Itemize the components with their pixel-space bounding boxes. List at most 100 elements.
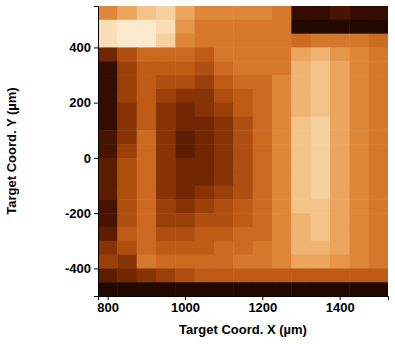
cell xyxy=(369,268,388,282)
cell xyxy=(253,213,273,227)
y-axis-line xyxy=(94,7,99,297)
cell xyxy=(98,268,118,282)
cell xyxy=(291,144,311,158)
cell xyxy=(330,103,350,117)
cell xyxy=(214,144,234,158)
cell xyxy=(349,6,369,20)
cell xyxy=(98,103,118,117)
cell xyxy=(311,130,331,144)
cell xyxy=(272,268,292,282)
cell xyxy=(175,199,195,213)
cell xyxy=(291,61,311,75)
x-axis-title: Target Coord. X (µm) xyxy=(179,322,307,337)
y-axis-title: Target Coord. Y (µm) xyxy=(4,87,19,214)
cell xyxy=(195,75,215,89)
cell xyxy=(291,172,311,186)
cell xyxy=(330,199,350,213)
cell xyxy=(98,199,118,213)
cell xyxy=(175,61,195,75)
cell xyxy=(330,116,350,130)
y-axis: -400-2000200400 xyxy=(65,7,99,297)
cell xyxy=(233,268,253,282)
x-tick: 1200 xyxy=(248,296,277,315)
cell xyxy=(137,213,157,227)
cell xyxy=(195,47,215,61)
cell xyxy=(291,130,311,144)
cell xyxy=(117,282,137,296)
cell xyxy=(175,158,195,172)
x-tick: 1000 xyxy=(171,296,200,315)
cell xyxy=(156,282,176,296)
cell xyxy=(195,103,215,117)
cell xyxy=(253,130,273,144)
cell xyxy=(349,47,369,61)
cell xyxy=(253,47,273,61)
cell xyxy=(137,255,157,269)
cell xyxy=(214,255,234,269)
cell xyxy=(253,144,273,158)
cell xyxy=(253,61,273,75)
cell xyxy=(175,89,195,103)
y-tick: 200 xyxy=(69,95,98,110)
cell xyxy=(369,172,388,186)
cell xyxy=(311,61,331,75)
cell xyxy=(233,213,253,227)
cell xyxy=(98,6,118,20)
cell xyxy=(156,116,176,130)
cell xyxy=(195,34,215,48)
cell xyxy=(253,268,273,282)
y-tick-mark xyxy=(94,213,98,214)
cell xyxy=(195,61,215,75)
cell xyxy=(369,116,388,130)
cell xyxy=(349,282,369,296)
y-tick-label: 200 xyxy=(69,95,91,110)
cell xyxy=(156,61,176,75)
cell xyxy=(214,213,234,227)
cell xyxy=(369,6,388,20)
cell xyxy=(175,172,195,186)
cell xyxy=(117,241,137,255)
cell xyxy=(137,282,157,296)
cell xyxy=(214,172,234,186)
cell xyxy=(330,186,350,200)
cell xyxy=(175,241,195,255)
cell xyxy=(175,6,195,20)
cell xyxy=(369,158,388,172)
cell xyxy=(291,186,311,200)
cell xyxy=(311,255,331,269)
cell xyxy=(175,116,195,130)
cell xyxy=(291,89,311,103)
cell xyxy=(98,130,118,144)
cell xyxy=(137,103,157,117)
y-tick: 0 xyxy=(84,151,98,166)
cell xyxy=(272,172,292,186)
cell xyxy=(311,213,331,227)
cell xyxy=(195,241,215,255)
cell xyxy=(291,213,311,227)
cell xyxy=(369,241,388,255)
cell xyxy=(175,186,195,200)
cell xyxy=(349,199,369,213)
cell xyxy=(156,241,176,255)
cell xyxy=(311,144,331,158)
cell xyxy=(214,227,234,241)
cell xyxy=(175,227,195,241)
cell xyxy=(175,213,195,227)
cell xyxy=(349,116,369,130)
cell xyxy=(233,241,253,255)
cell xyxy=(137,6,157,20)
y-tick-mark xyxy=(94,47,98,48)
cell xyxy=(137,199,157,213)
cell xyxy=(117,34,137,48)
cell xyxy=(369,20,388,34)
cell xyxy=(272,158,292,172)
cell xyxy=(349,255,369,269)
cell xyxy=(253,158,273,172)
cell xyxy=(214,158,234,172)
cell xyxy=(195,89,215,103)
cell xyxy=(175,268,195,282)
cell xyxy=(98,20,118,34)
cell xyxy=(311,241,331,255)
cell xyxy=(137,268,157,282)
cell xyxy=(311,186,331,200)
